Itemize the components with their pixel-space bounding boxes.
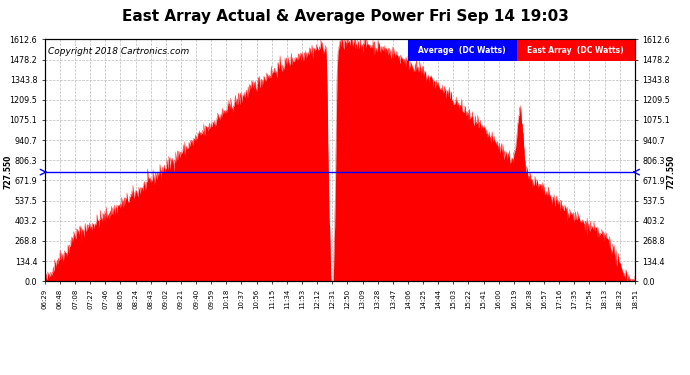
Text: 727.550: 727.550 <box>3 155 13 189</box>
Text: 727.550: 727.550 <box>667 155 676 189</box>
Text: Copyright 2018 Cartronics.com: Copyright 2018 Cartronics.com <box>48 46 189 56</box>
Text: East Array Actual & Average Power Fri Sep 14 19:03: East Array Actual & Average Power Fri Se… <box>121 9 569 24</box>
Text: East Array  (DC Watts): East Array (DC Watts) <box>527 46 624 55</box>
Text: Average  (DC Watts): Average (DC Watts) <box>418 46 506 55</box>
FancyBboxPatch shape <box>517 39 635 61</box>
FancyBboxPatch shape <box>408 39 517 61</box>
